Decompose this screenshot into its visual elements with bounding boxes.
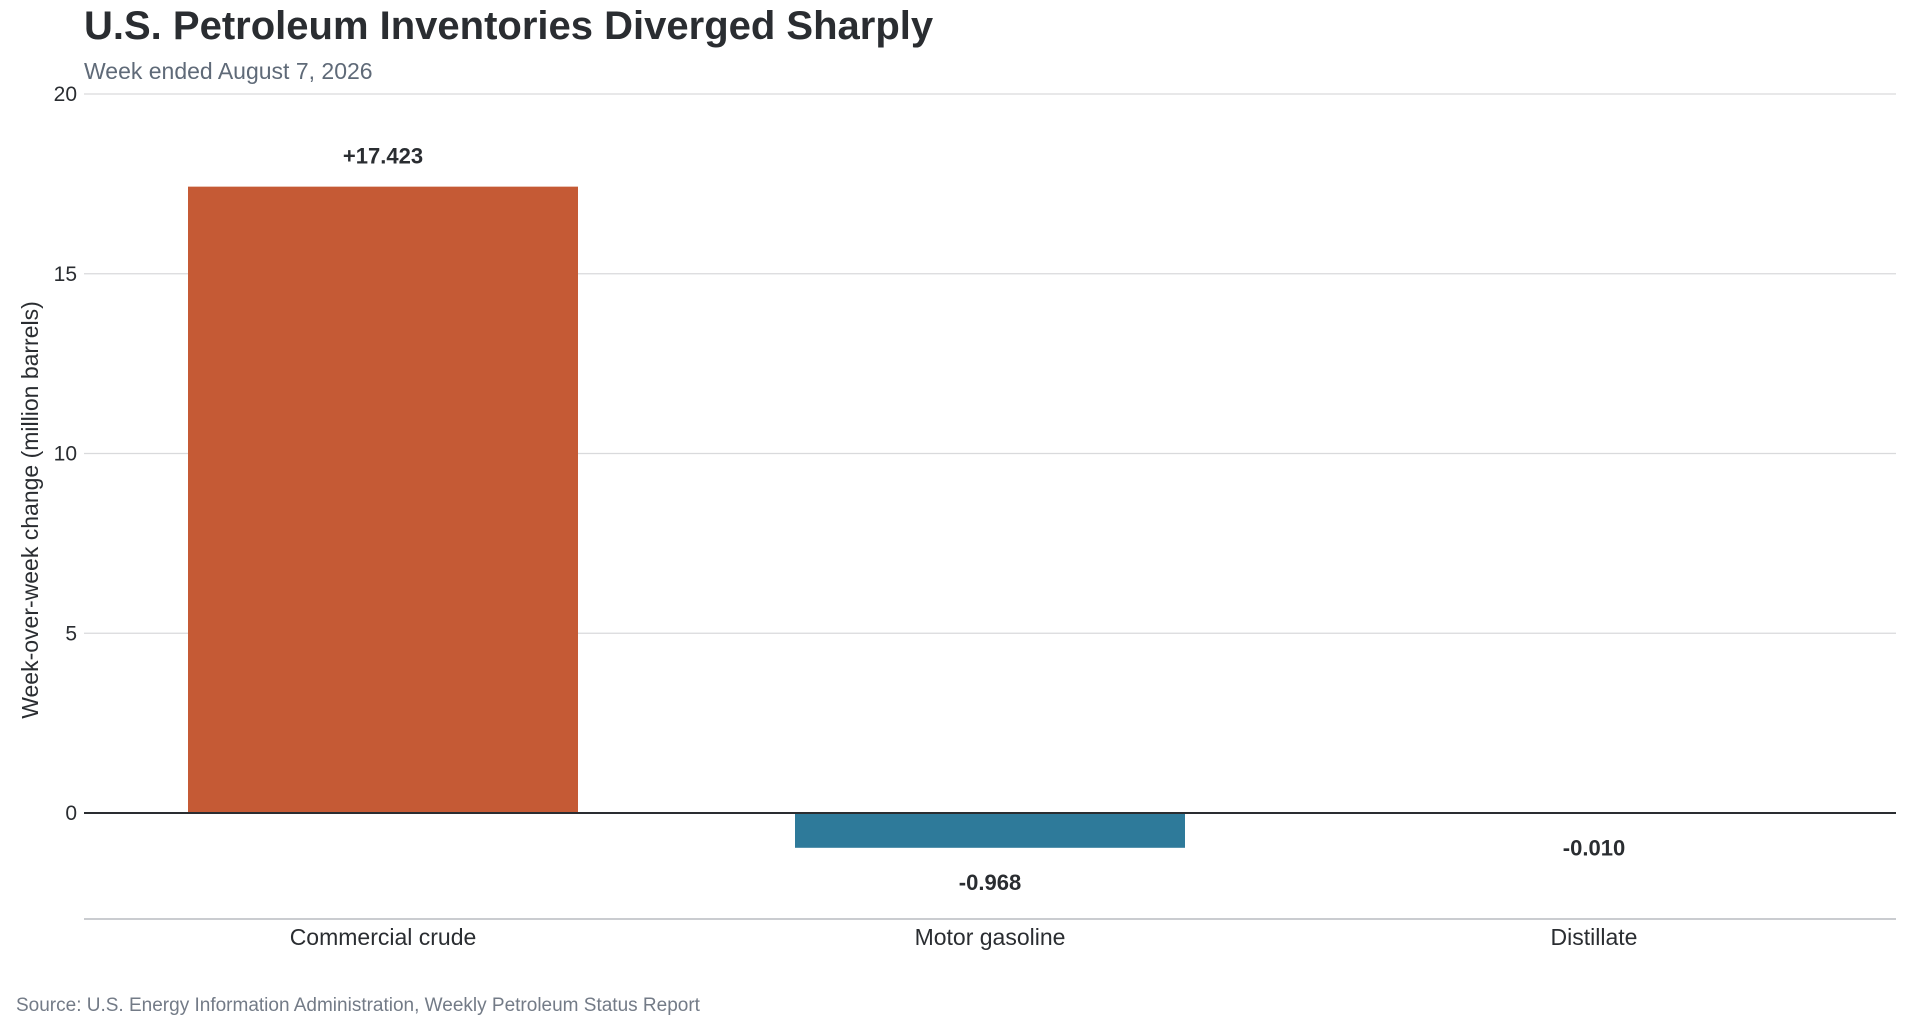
chart-title: U.S. Petroleum Inventories Diverged Shar… [84, 4, 934, 48]
y-axis-title: Week-over-week change (million barrels) [17, 301, 43, 719]
chart-subtitle: Week ended August 7, 2026 [84, 58, 373, 84]
y-tick-label: 10 [54, 443, 77, 466]
data-label: -0.010 [1563, 835, 1625, 860]
y-tick-label: 0 [65, 802, 77, 825]
labels: 0 5 10 15 20 +17.423 Commercial crude -0.968 Mot… [17, 83, 1637, 950]
axes [84, 812, 1896, 920]
y-tick-label: 5 [65, 622, 77, 645]
source-note: Source: U.S. Energy Information Administ… [16, 995, 700, 1016]
bars [188, 186, 1789, 848]
y-tick-label: 15 [54, 263, 77, 286]
x-tick-label: Commercial crude [290, 924, 477, 950]
data-label: +17.423 [343, 144, 423, 169]
x-tick-label: Motor gasoline [915, 924, 1066, 950]
bar [188, 186, 578, 814]
x-tick-label: Distillate [1551, 924, 1638, 950]
bar [795, 813, 1185, 848]
bar-chart: 0 5 10 15 20 +17.423 Commercial crude -0.968 Mot… [17, 83, 1896, 950]
y-tick-label: 20 [54, 83, 77, 106]
data-label: -0.968 [959, 870, 1021, 895]
